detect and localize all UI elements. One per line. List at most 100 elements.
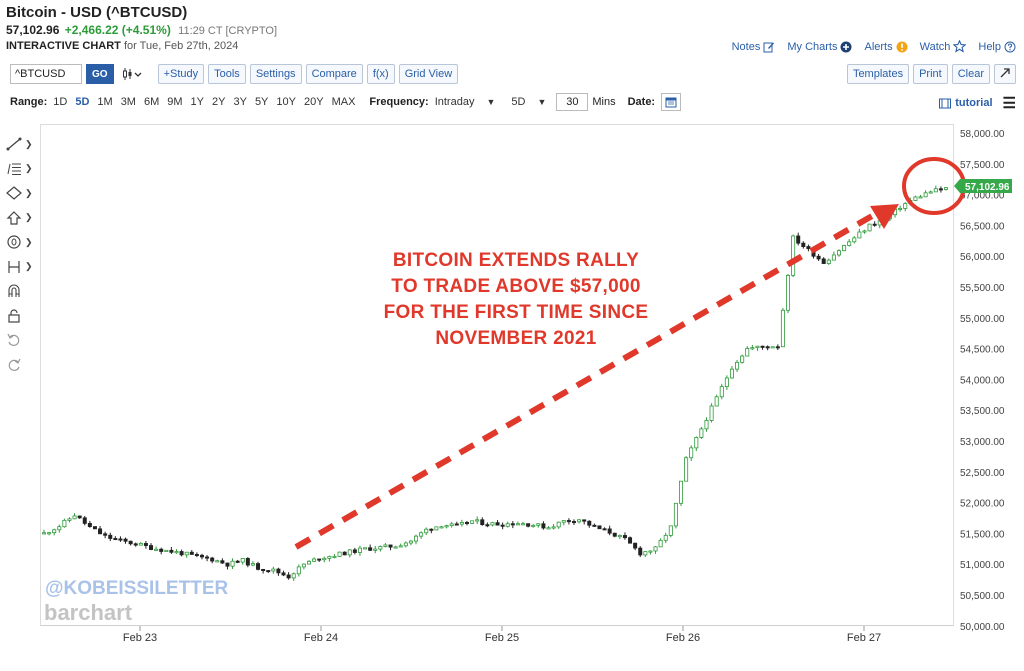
candle-body [928,191,933,194]
candle-body [826,259,831,264]
candle-body [220,560,225,564]
range-5d[interactable]: 5D [75,96,90,108]
range-5y[interactable]: 5Y [254,96,269,108]
candle-body [174,551,179,554]
candle-body [189,551,194,555]
y-tick-label: 57,500.00 [960,160,1005,171]
watch-link[interactable]: Watch [920,40,967,53]
candle-body [546,527,551,530]
y-tick-label: 50,000.00 [960,622,1005,633]
lock-tool[interactable] [6,304,36,329]
redo-tool[interactable] [6,353,36,378]
line-tool[interactable]: ❯ [6,132,36,157]
candle-body [276,568,281,574]
news-annotation: BITCOIN EXTENDS RALLY TO TRADE ABOVE $57… [330,248,702,352]
range-1d[interactable]: 1D [53,96,68,108]
frequency-select[interactable]: Intraday ▼ [435,93,496,111]
candle-body [164,549,169,552]
tools-button[interactable]: Tools [208,64,246,84]
range-max[interactable]: MAX [331,96,356,108]
candle-body [118,538,123,541]
candle-body [480,519,485,526]
arrow-tool[interactable]: ❯ [6,206,36,231]
y-tick-label: 55,000.00 [960,314,1005,325]
candle-body [449,523,454,527]
help-link[interactable]: Help [978,40,1016,53]
candle-body [760,345,765,348]
menu-icon[interactable]: ☰ [1002,95,1016,112]
candle-body [378,546,383,550]
text-tool[interactable]: ❯ [6,230,36,255]
candle-body [393,546,398,549]
candle-body [250,563,255,566]
candle-body [816,255,821,260]
range-3y[interactable]: 3Y [233,96,247,108]
chart-plot-area[interactable] [40,124,954,626]
measure-icon [8,260,20,273]
last-price-tag: 57,102.96 [954,179,1012,193]
settings-button[interactable]: Settings [249,64,302,84]
study-button[interactable]: +Study [157,64,205,84]
range-6m[interactable]: 6M [143,96,160,108]
chart-date: for Tue, Feb 27th, 2024 [123,40,239,52]
range-2y[interactable]: 2Y [212,96,226,108]
measure-tool[interactable]: ❯ [6,255,36,280]
function-button[interactable]: f(x) [366,64,395,84]
candle-body [903,203,908,209]
range-9m[interactable]: 9M [167,96,183,108]
y-axis: 58,000.00 57,500.00 57,000.00 56,500.00 56,0… [960,129,1005,633]
templates-button[interactable]: Templates [846,64,910,84]
candle-body [938,188,943,191]
plus-circle-icon [840,41,852,53]
range-20y[interactable]: 20Y [303,96,324,108]
candle-body [541,523,546,529]
chart-type-dropdown[interactable] [122,67,142,81]
chart-label: INTERACTIVE CHART [6,40,121,52]
candle-body [184,551,189,556]
alerts-link[interactable]: Alerts [864,40,908,53]
candle-body [439,526,444,529]
shape-tool[interactable]: ❯ [6,181,36,206]
y-tick-label: 56,000.00 [960,252,1005,263]
candle-body [831,254,836,261]
range-label: Range: [10,96,48,108]
candle-body [454,523,459,526]
candle-body [898,208,903,211]
notes-link[interactable]: Notes [732,40,776,53]
candle-body [312,558,317,562]
magnet-tool[interactable] [6,279,36,304]
drawing-tools: ❯ ❯ ❯ ❯ ❯ ❯ [6,132,36,377]
clear-button[interactable]: Clear [951,64,990,84]
date-label: Date: [627,96,656,108]
candle-body [475,519,480,522]
expand-icon [1000,67,1010,77]
fib-tool[interactable]: ❯ [6,157,36,182]
my-charts-link[interactable]: My Charts [787,40,852,53]
candle-body [587,520,592,526]
range-1m[interactable]: 1M [97,96,113,108]
print-button[interactable]: Print [913,64,948,84]
candle-body [607,528,612,534]
range-10y[interactable]: 10Y [276,96,296,108]
candle-body [57,526,62,531]
undo-tool[interactable] [6,328,36,353]
lock-icon [8,309,20,323]
candle-body [551,526,556,529]
range-1y[interactable]: 1Y [190,96,204,108]
grid-view-button[interactable]: Grid View [398,64,459,84]
expand-button[interactable] [994,64,1016,84]
tutorial-link[interactable]: tutorial ☰ [939,94,1016,112]
candles [42,185,949,581]
period-select[interactable]: 5D ▼ [511,93,546,111]
candle-body [128,540,133,545]
magnet-icon [8,284,20,298]
compare-button[interactable]: Compare [305,64,363,84]
calendar-icon[interactable] [661,93,682,111]
symbol-input[interactable] [10,64,82,84]
minutes-input[interactable] [556,93,589,111]
go-button[interactable]: GO [86,64,114,84]
candle-body [714,396,719,407]
range-3m[interactable]: 3M [120,96,136,108]
candle-body [225,562,230,567]
